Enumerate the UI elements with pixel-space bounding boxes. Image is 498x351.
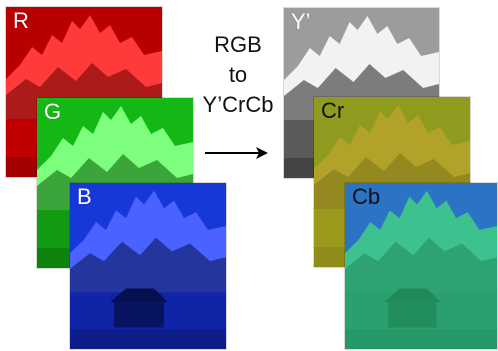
barn-wall (114, 302, 164, 328)
caption-line-2: to (228, 62, 248, 87)
barn-wall (387, 302, 437, 328)
mountain-shadow (70, 237, 226, 301)
channel-label-r: R (13, 8, 29, 33)
barn-roof (383, 288, 441, 303)
channel-label-b: B (77, 184, 92, 209)
caption-line-1: RGB (214, 32, 262, 57)
mountain-shadow (345, 237, 497, 301)
field-foreground (70, 329, 226, 349)
channel-label-g: G (44, 99, 62, 124)
channel-label-y: Y’ (291, 9, 311, 34)
channel-image-b: B (70, 183, 226, 349)
channel-image-cb: Cb (345, 183, 497, 349)
mountain-image-cb (345, 183, 497, 349)
field-foreground (345, 329, 497, 349)
right-arrow-icon (205, 147, 268, 159)
channel-label-cr: Cr (321, 98, 345, 123)
mountain-image-b (70, 183, 226, 349)
caption-line-3: Y’CrCb (202, 92, 274, 117)
channel-label-cb: Cb (352, 184, 381, 209)
conversion-caption: RGB to Y’CrCb (196, 30, 280, 120)
barn-roof (110, 288, 168, 303)
